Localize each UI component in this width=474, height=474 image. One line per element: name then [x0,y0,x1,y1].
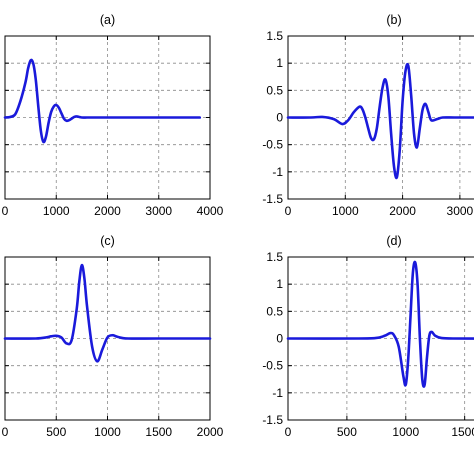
panel-title-c: (c) [100,234,115,248]
y-tick-label: -1.5 [262,192,283,206]
x-tick-label: 3000 [447,204,474,218]
panel-c: (c) 0 500 1000 1500 2000 [2,234,224,439]
panel-title-a: (a) [100,13,115,27]
panel-a: (a) 0 1000 2000 3000 4000 [2,13,224,218]
y-tick-label: 0 [276,332,283,346]
y-tick-label: -1 [272,386,283,400]
series-line-a [3,58,202,144]
x-tick-label: 4000 [197,204,224,218]
x-tick-label: 0 [2,425,9,439]
panel-b: (b) 0 1000 2000 3000 1.5 1 0.5 0 -0.5 -1 -1.5 [262,13,474,218]
panel-title-d: (d) [386,234,401,248]
x-tick-label: 1000 [94,425,121,439]
x-tick-label: 1500 [451,425,474,439]
y-tick-label: 1.5 [266,29,283,43]
x-tick-label: 2000 [197,425,224,439]
x-tick-label: 1000 [332,204,359,218]
x-tick-label: 1000 [392,425,419,439]
y-tick-label: 0 [276,111,283,125]
x-tick-label: 1500 [145,425,172,439]
y-tick-label: -0.5 [262,359,283,373]
series-line-b [286,62,474,180]
x-tick-label: 1000 [43,204,70,218]
x-tick-label: 0 [285,425,292,439]
y-tick-label: -1 [272,165,283,179]
y-tick-label: -1.5 [262,413,283,427]
x-tick-label: 2000 [94,204,121,218]
y-tick-label: -0.5 [262,138,283,152]
x-tick-label: 0 [2,204,9,218]
panel-title-b: (b) [386,13,401,27]
y-tick-label: 1.5 [266,250,283,264]
y-tick-label: 0.5 [266,304,283,318]
panel-d: (d) 0 500 1000 1500 1.5 1 0.5 0 -0.5 -1 -1.5 [262,234,474,439]
x-tick-label: 3000 [145,204,172,218]
x-tick-label: 500 [46,425,66,439]
y-tick-label: 0.5 [266,83,283,97]
series-line-c [3,263,212,363]
y-tick-label: 1 [276,56,283,70]
series-line-d [286,260,474,388]
x-tick-label: 0 [285,204,292,218]
x-tick-label: 2000 [389,204,416,218]
y-tick-label: 1 [276,277,283,291]
x-tick-label: 500 [337,425,357,439]
